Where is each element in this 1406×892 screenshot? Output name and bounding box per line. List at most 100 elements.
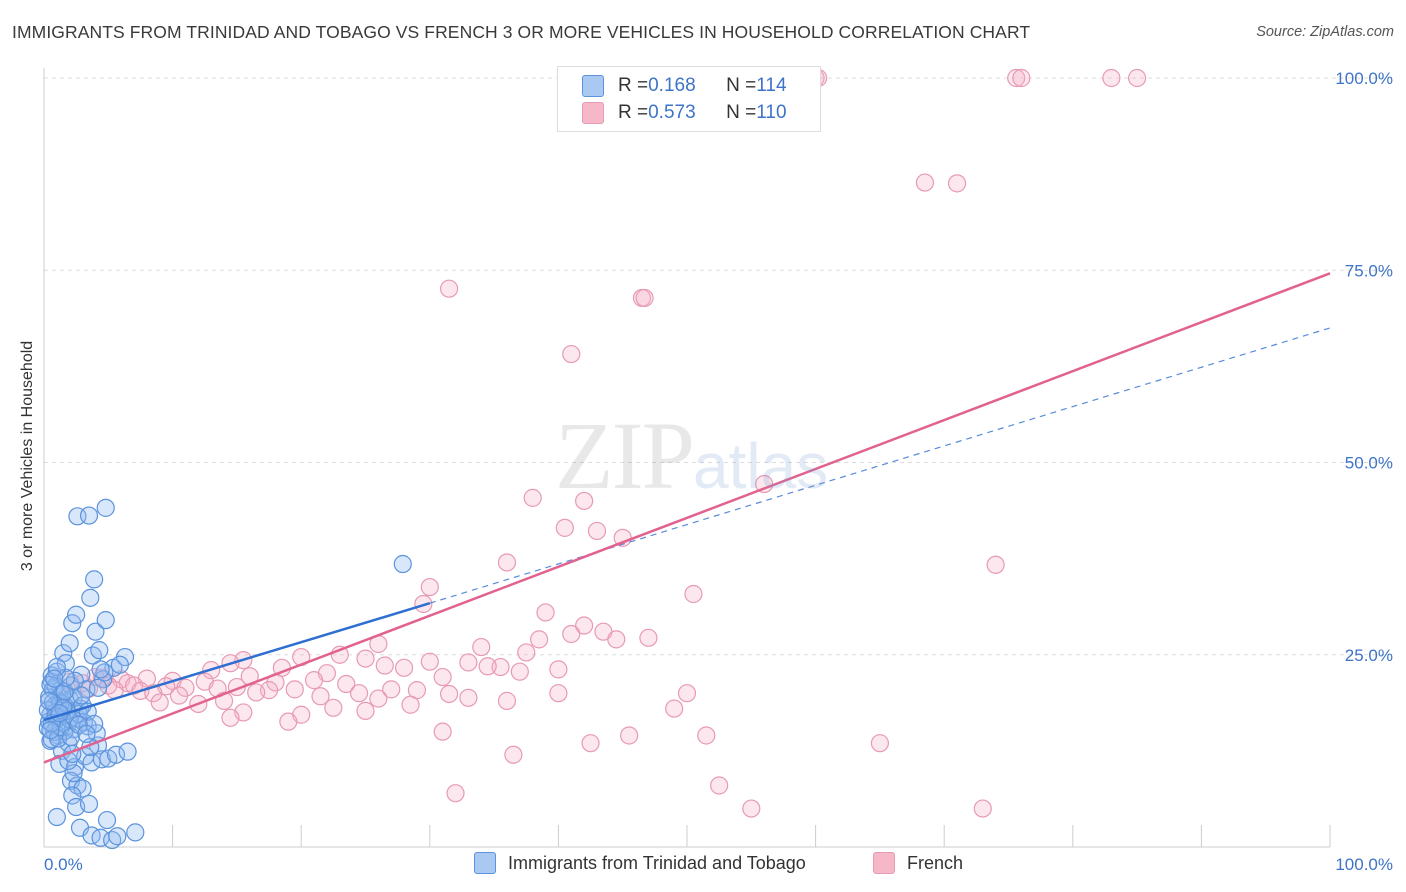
point-trinidad bbox=[86, 622, 105, 641]
point-french bbox=[369, 689, 388, 708]
point-french bbox=[247, 683, 266, 702]
pink-swatch bbox=[873, 852, 895, 874]
point-trinidad bbox=[81, 588, 100, 607]
point-french bbox=[420, 652, 439, 671]
point-trinidad bbox=[91, 660, 110, 679]
n-label: N = bbox=[726, 75, 757, 96]
point-french bbox=[324, 698, 343, 717]
point-french bbox=[677, 684, 697, 703]
point-french bbox=[433, 722, 452, 741]
point-trinidad bbox=[106, 745, 126, 764]
point-french bbox=[562, 624, 581, 644]
point-french bbox=[530, 630, 549, 649]
point-french bbox=[517, 643, 536, 662]
watermark: ZIPatlas bbox=[555, 402, 829, 509]
point-trinidad bbox=[42, 730, 61, 749]
point-french bbox=[1102, 68, 1121, 88]
point-trinidad bbox=[96, 611, 115, 630]
point-french bbox=[394, 658, 414, 677]
point-french bbox=[581, 734, 600, 753]
legend-item-trinidad[interactable]: Immigrants from Trinidad and Tobago bbox=[474, 852, 806, 874]
n-label: N = bbox=[726, 102, 757, 123]
point-french bbox=[870, 734, 890, 753]
stats-row-pink: R = 0.573 N = 110 bbox=[582, 100, 787, 126]
point-trinidad bbox=[47, 807, 66, 827]
point-french bbox=[150, 693, 169, 712]
point-trinidad bbox=[96, 498, 115, 517]
point-trinidad bbox=[63, 786, 82, 805]
point-trinidad bbox=[72, 686, 91, 705]
r-label: R = bbox=[618, 75, 649, 96]
point-trinidad bbox=[69, 715, 88, 734]
point-trinidad bbox=[118, 742, 137, 761]
point-trinidad bbox=[393, 554, 412, 574]
point-trinidad bbox=[56, 654, 75, 673]
series-legend: Immigrants from Trinidad and Tobago Fren… bbox=[0, 852, 1406, 878]
point-french bbox=[1012, 68, 1031, 88]
point-french bbox=[575, 616, 594, 635]
point-trinidad bbox=[126, 823, 145, 842]
point-french bbox=[497, 553, 517, 572]
point-french bbox=[536, 603, 555, 622]
point-trinidad bbox=[79, 794, 99, 814]
r-value: 0.573 bbox=[648, 102, 696, 123]
point-french bbox=[356, 649, 375, 668]
y-tick-label: 25.0% bbox=[1345, 646, 1393, 665]
point-french bbox=[375, 656, 394, 675]
y-tick-label: 75.0% bbox=[1345, 261, 1393, 280]
point-french bbox=[1127, 68, 1147, 88]
point-french bbox=[635, 288, 654, 308]
point-french bbox=[549, 660, 568, 679]
point-trinidad bbox=[60, 634, 79, 653]
point-trinidad bbox=[77, 724, 96, 744]
point-trinidad bbox=[110, 655, 129, 674]
n-value: 110 bbox=[756, 102, 787, 123]
point-trinidad bbox=[90, 641, 109, 660]
point-french bbox=[555, 518, 574, 537]
point-french bbox=[915, 173, 935, 192]
stats-legend: R = 0.168 N = 114 R = 0.573 N = 110 bbox=[557, 66, 821, 132]
point-french bbox=[947, 174, 967, 193]
point-french bbox=[684, 584, 703, 604]
r-value: 0.168 bbox=[648, 75, 696, 96]
point-french bbox=[459, 653, 478, 672]
point-trinidad bbox=[67, 605, 86, 624]
trendline-french bbox=[43, 272, 1331, 764]
point-french bbox=[446, 784, 465, 803]
point-french bbox=[459, 688, 478, 707]
source-label: Source: ZipAtlas.com bbox=[1256, 24, 1394, 40]
point-french bbox=[401, 695, 420, 714]
point-french bbox=[304, 671, 324, 690]
point-french bbox=[697, 726, 716, 745]
point-french bbox=[973, 799, 992, 818]
point-french bbox=[523, 488, 542, 507]
blue-swatch bbox=[582, 75, 604, 97]
point-trinidad bbox=[88, 678, 108, 697]
point-french bbox=[497, 691, 517, 710]
point-trinidad bbox=[41, 721, 60, 740]
point-trinidad bbox=[85, 570, 104, 589]
point-french bbox=[433, 667, 452, 687]
point-trinidad bbox=[97, 810, 117, 830]
point-french bbox=[742, 799, 761, 818]
r-label: R = bbox=[618, 102, 649, 123]
point-french bbox=[356, 701, 375, 720]
point-french bbox=[169, 686, 189, 705]
point-french bbox=[382, 680, 401, 699]
point-french bbox=[439, 279, 459, 298]
trendline-trinidad bbox=[43, 602, 431, 722]
point-french bbox=[349, 684, 369, 703]
pink-swatch bbox=[582, 102, 604, 124]
x-tick-label: 100.0% bbox=[1335, 855, 1393, 874]
point-french bbox=[491, 657, 510, 677]
y-tick-label: 100.0% bbox=[1335, 69, 1393, 88]
point-french bbox=[607, 630, 626, 649]
point-french bbox=[639, 628, 658, 647]
point-french bbox=[337, 674, 356, 694]
legend-item-french[interactable]: French bbox=[873, 852, 963, 874]
point-trinidad bbox=[63, 614, 82, 633]
point-french bbox=[710, 776, 729, 795]
point-trinidad bbox=[47, 657, 66, 677]
point-french bbox=[478, 657, 497, 676]
